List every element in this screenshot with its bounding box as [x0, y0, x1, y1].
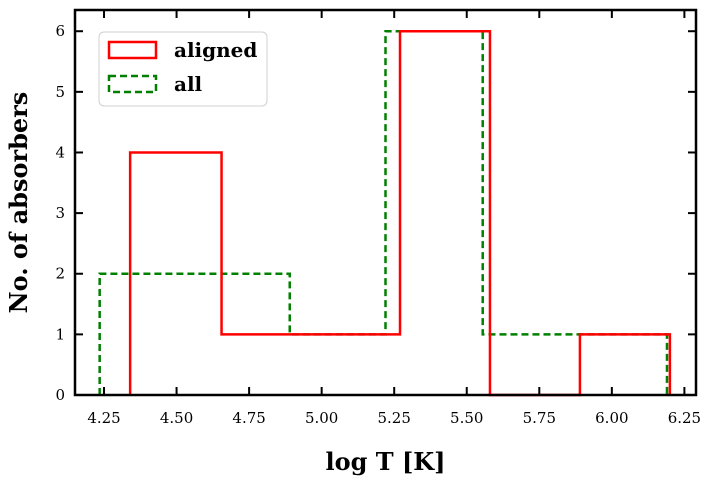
y-tick-label: 6 [55, 22, 65, 40]
legend: aligned all [98, 31, 268, 107]
y-tick-label: 5 [55, 83, 65, 101]
x-tick-label: 4.75 [232, 409, 265, 427]
x-tick-label: 6.25 [668, 409, 701, 427]
legend-swatch-aligned [107, 40, 158, 60]
y-tick-label: 3 [55, 204, 65, 222]
x-tick-label: 5.75 [523, 409, 556, 427]
histogram-series-all [98, 29, 669, 395]
x-tick-label: 5.50 [450, 409, 483, 427]
plot-area [98, 29, 672, 397]
x-tick-label: 5.00 [305, 409, 338, 427]
y-tick-label: 1 [55, 325, 65, 343]
x-tick-label: 5.25 [378, 409, 411, 427]
y-tick-label: 2 [55, 265, 65, 283]
histogram-series-aligned [128, 29, 672, 397]
x-tick-label: 6.00 [595, 409, 628, 427]
axes-frame [73, 8, 698, 397]
legend-label-all: all [174, 72, 203, 96]
x-tick-label: 4.50 [160, 409, 193, 427]
x-tick-label: 4.25 [87, 409, 120, 427]
legend-swatch-all [107, 74, 158, 94]
y-axis-title: No. of absorbers [4, 92, 33, 314]
legend-label-aligned: aligned [174, 38, 257, 62]
x-axis-title: log T [K] [325, 447, 445, 476]
legend-box [98, 31, 268, 107]
axis-ticks: 4.25 4.50 4.75 5.00 5.25 5.50 5.75 6.00 6.25 0 1 2 3… [55, 10, 701, 427]
y-tick-label: 4 [55, 143, 65, 161]
y-tick-label: 0 [55, 386, 65, 404]
